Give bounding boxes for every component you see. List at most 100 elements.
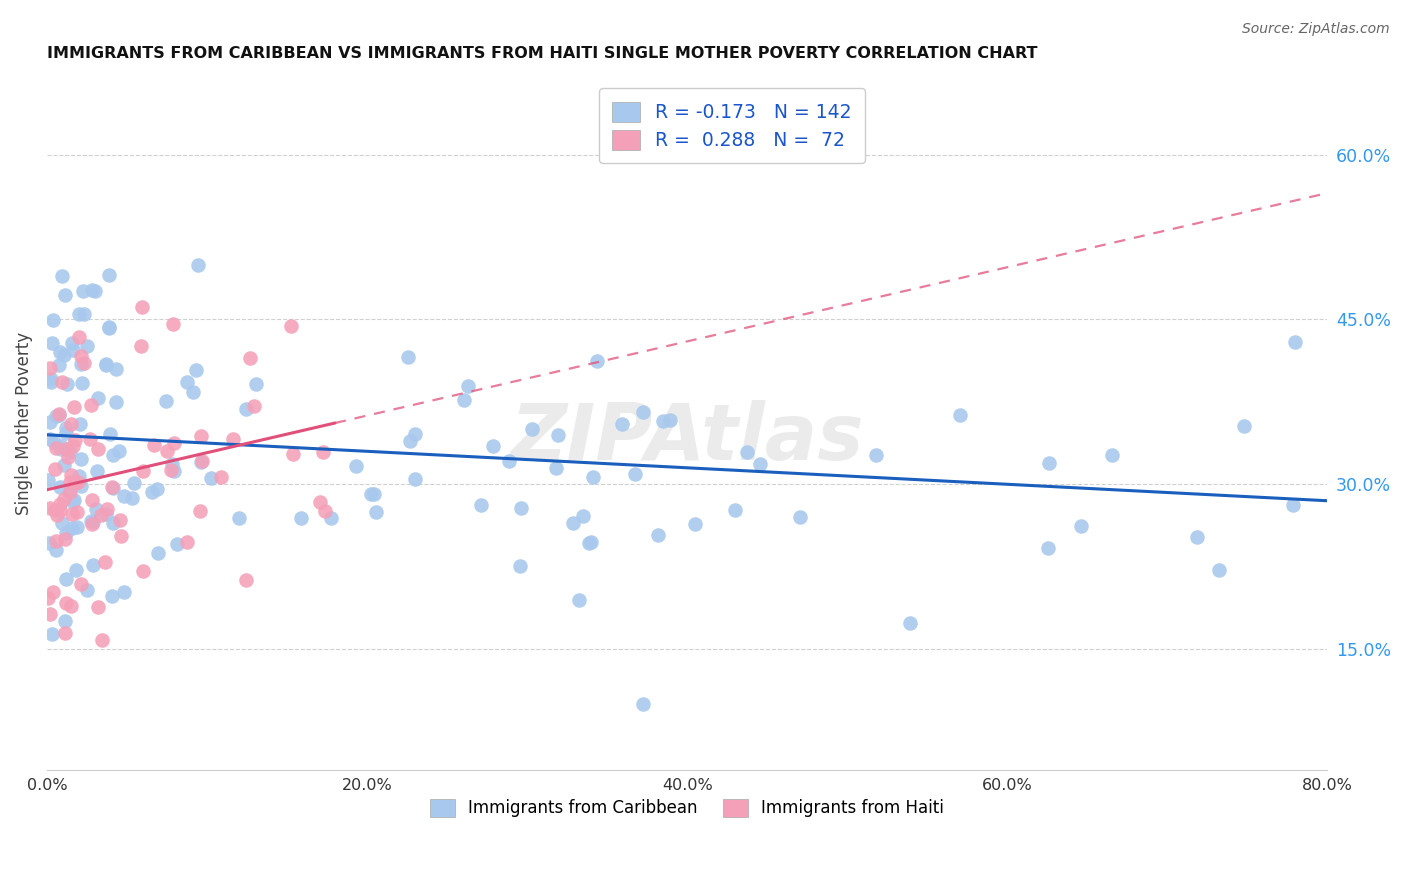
Point	[482, 439, 505, 453]
Point	[97, 321, 120, 335]
Point	[53, 626, 76, 640]
Point	[509, 558, 531, 573]
Point	[94, 358, 117, 372]
Point	[101, 448, 124, 462]
Point	[633, 405, 655, 419]
Point	[62, 343, 84, 357]
Point	[38, 607, 60, 622]
Point	[37, 473, 59, 487]
Point	[191, 453, 214, 467]
Point	[865, 448, 887, 462]
Point	[176, 534, 198, 549]
Point	[38, 500, 60, 515]
Point	[69, 577, 91, 591]
Legend: Immigrants from Caribbean, Immigrants from Haiti: Immigrants from Caribbean, Immigrants fr…	[423, 792, 950, 824]
Point	[69, 468, 91, 483]
Point	[98, 268, 121, 282]
Point	[610, 417, 633, 432]
Point	[163, 464, 186, 478]
Point	[72, 284, 94, 298]
Point	[83, 284, 105, 298]
Point	[281, 447, 304, 461]
Point	[44, 461, 66, 475]
Point	[104, 361, 127, 376]
Point	[1101, 448, 1123, 462]
Point	[228, 511, 250, 525]
Point	[51, 516, 73, 531]
Point	[94, 357, 117, 371]
Point	[56, 377, 79, 392]
Point	[404, 427, 426, 442]
Point	[41, 585, 63, 599]
Point	[53, 614, 76, 628]
Point	[69, 417, 91, 431]
Point	[55, 573, 77, 587]
Point	[52, 348, 75, 362]
Point	[38, 432, 60, 446]
Point	[38, 536, 60, 550]
Point	[63, 492, 86, 507]
Point	[108, 513, 131, 527]
Point	[187, 258, 209, 272]
Point	[572, 508, 595, 523]
Point	[46, 508, 69, 522]
Point	[683, 517, 706, 532]
Point	[1233, 418, 1256, 433]
Point	[82, 558, 104, 572]
Point	[55, 596, 77, 610]
Point	[166, 537, 188, 551]
Point	[55, 533, 77, 547]
Point	[96, 502, 118, 516]
Point	[188, 504, 211, 518]
Point	[101, 516, 124, 530]
Point	[91, 633, 114, 648]
Point	[101, 589, 124, 603]
Point	[200, 470, 222, 484]
Point	[1187, 530, 1209, 544]
Point	[363, 487, 385, 501]
Text: ZIPAtlas: ZIPAtlas	[510, 400, 863, 475]
Point	[41, 335, 63, 350]
Point	[76, 338, 98, 352]
Point	[314, 503, 336, 517]
Point	[90, 508, 112, 522]
Point	[80, 492, 103, 507]
Point	[112, 489, 135, 503]
Point	[41, 627, 63, 641]
Point	[45, 409, 67, 423]
Point	[37, 591, 59, 606]
Point	[73, 307, 96, 321]
Point	[96, 507, 118, 521]
Point	[79, 432, 101, 446]
Point	[141, 484, 163, 499]
Point	[568, 593, 591, 607]
Point	[45, 441, 67, 455]
Point	[49, 480, 72, 494]
Point	[143, 438, 166, 452]
Point	[86, 502, 108, 516]
Point	[631, 697, 654, 711]
Text: IMMIGRANTS FROM CARIBBEAN VS IMMIGRANTS FROM HAITI SINGLE MOTHER POVERTY CORRELA: IMMIGRANTS FROM CARIBBEAN VS IMMIGRANTS …	[46, 46, 1038, 62]
Point	[647, 528, 669, 542]
Point	[66, 475, 89, 490]
Point	[132, 464, 155, 478]
Point	[280, 319, 302, 334]
Text: Source: ZipAtlas.com: Source: ZipAtlas.com	[1241, 22, 1389, 37]
Point	[87, 442, 110, 456]
Point	[98, 426, 121, 441]
Point	[190, 455, 212, 469]
Point	[67, 330, 90, 344]
Point	[53, 491, 76, 506]
Point	[66, 520, 89, 534]
Point	[470, 498, 492, 512]
Point	[132, 564, 155, 578]
Point	[163, 436, 186, 450]
Point	[1284, 334, 1306, 349]
Point	[60, 336, 83, 351]
Point	[1038, 456, 1060, 470]
Point	[1038, 541, 1060, 556]
Point	[366, 505, 388, 519]
Point	[311, 445, 333, 459]
Point	[67, 307, 90, 321]
Point	[49, 503, 72, 517]
